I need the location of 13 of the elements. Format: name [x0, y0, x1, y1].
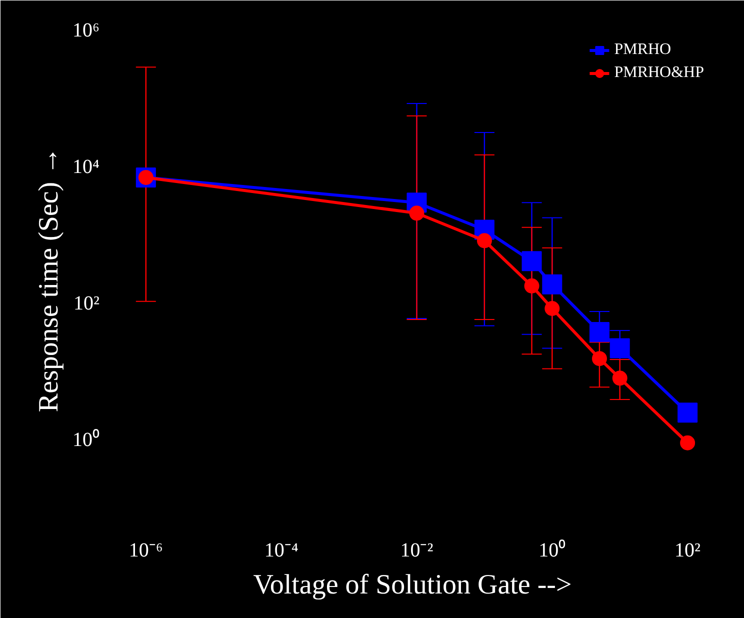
legend-label: PMRHO&HP [614, 64, 704, 82]
x-axis-title: Voltage of Solution Gate --> [253, 570, 572, 600]
x-tick-label: 10² [674, 540, 701, 562]
legend-label: PMRHO [614, 41, 672, 59]
x-tick-label: 10⁻² [400, 540, 434, 562]
x-tick-label: 10⁻⁴ [264, 540, 298, 562]
x-tick-label: 10⁻⁶ [128, 540, 163, 562]
x-tick-label: 10⁰ [538, 538, 566, 562]
y-tick-label: 10² [74, 292, 100, 314]
y-tick-label: 10⁰ [72, 428, 100, 451]
y-axis-title: Response time (Sec) → [34, 146, 64, 412]
y-tick-label: 10⁴ [72, 156, 100, 178]
y-tick-label: 10⁶ [72, 20, 100, 42]
